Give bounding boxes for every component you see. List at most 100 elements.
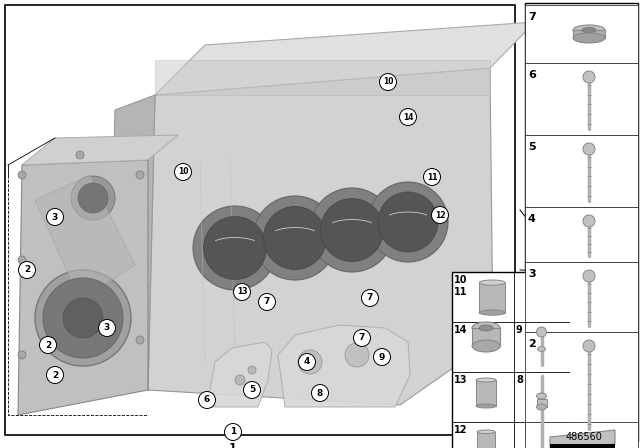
Ellipse shape [472,340,500,352]
Ellipse shape [538,346,545,352]
Text: 8: 8 [317,388,323,397]
Circle shape [35,270,131,366]
Circle shape [71,176,115,220]
Text: 12: 12 [435,211,445,220]
Circle shape [378,192,438,252]
Text: 3: 3 [528,269,536,279]
Polygon shape [550,430,615,448]
Text: 10: 10 [383,78,393,86]
Polygon shape [22,135,178,165]
Circle shape [431,207,449,224]
Circle shape [18,256,26,264]
Circle shape [583,270,595,282]
Circle shape [18,351,26,359]
Ellipse shape [477,430,495,434]
Circle shape [298,353,316,370]
Bar [155,60,490,95]
Ellipse shape [573,33,605,43]
Ellipse shape [472,322,500,334]
Polygon shape [155,22,535,95]
Bar [525,207,638,262]
Ellipse shape [476,378,496,382]
Ellipse shape [476,404,496,408]
Circle shape [380,73,397,90]
Bar [525,332,638,435]
Bar [536,399,547,407]
Bar [476,380,496,406]
Bar [525,63,638,135]
Bar [525,3,638,441]
Circle shape [47,366,63,383]
Circle shape [583,340,595,352]
Text: 13: 13 [454,375,467,385]
Bar [573,30,605,38]
Polygon shape [108,95,155,390]
Text: 7: 7 [359,333,365,343]
Text: 7: 7 [264,297,270,306]
Text: 1: 1 [229,443,237,448]
Circle shape [298,350,322,374]
Circle shape [76,151,84,159]
Circle shape [583,143,595,155]
Circle shape [321,198,383,262]
Text: 9: 9 [379,353,385,362]
Ellipse shape [479,325,493,331]
Text: 7: 7 [367,293,373,302]
Bar [477,432,495,448]
Text: 13: 13 [237,288,247,297]
Bar [525,135,638,207]
Circle shape [253,196,337,280]
Polygon shape [18,160,148,415]
Circle shape [345,343,369,367]
Circle shape [234,284,250,301]
Text: 7: 7 [528,12,536,22]
Text: 1: 1 [230,427,236,436]
Text: 2: 2 [45,340,51,349]
Circle shape [583,71,595,83]
Bar [479,283,506,313]
Text: 10
11: 10 11 [454,275,467,297]
Text: 12: 12 [454,425,467,435]
Text: 4: 4 [304,358,310,366]
Bar [525,422,638,448]
Circle shape [312,384,328,401]
Circle shape [40,336,56,353]
Bar [452,272,569,448]
Text: 486560: 486560 [566,432,602,442]
Circle shape [362,289,378,306]
Circle shape [583,215,595,227]
Bar [472,328,500,346]
Ellipse shape [573,25,605,35]
Circle shape [399,108,417,125]
Text: 8: 8 [516,375,523,385]
Circle shape [424,168,440,185]
Circle shape [259,293,275,310]
Bar [550,444,615,448]
Text: 6: 6 [204,396,210,405]
Text: 10: 10 [178,168,188,177]
Circle shape [18,171,26,179]
Circle shape [43,278,123,358]
Circle shape [63,298,103,338]
Circle shape [198,392,216,409]
Bar [525,5,638,63]
Circle shape [353,329,371,346]
Polygon shape [148,68,493,405]
Circle shape [99,319,115,336]
Circle shape [136,336,144,344]
Text: 14: 14 [403,112,413,121]
Circle shape [78,183,108,213]
Text: 5: 5 [528,142,536,152]
Text: 11: 11 [427,172,437,181]
Circle shape [19,262,35,279]
Text: 3: 3 [52,212,58,221]
Polygon shape [35,175,135,300]
Circle shape [374,349,390,366]
Ellipse shape [479,310,506,315]
Circle shape [235,375,245,385]
Text: 14: 14 [454,325,467,335]
Ellipse shape [536,393,547,399]
Text: 4: 4 [528,214,536,224]
Circle shape [310,188,394,272]
Circle shape [243,382,260,399]
